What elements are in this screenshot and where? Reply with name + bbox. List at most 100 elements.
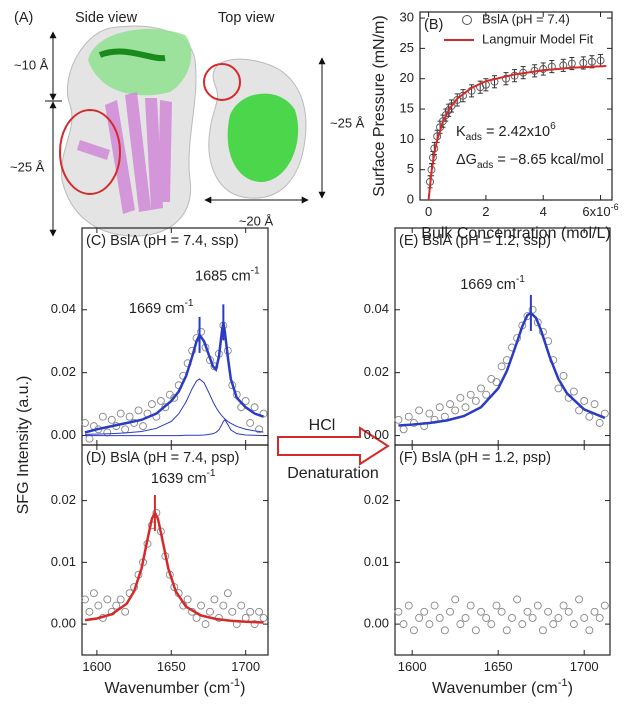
data-point [523,607,532,616]
plot-frame [81,444,269,656]
text-part: 1639 cm [151,471,207,487]
fit-line [84,378,264,435]
annotation: ΔGads = −8.65 kcal/mol [456,152,604,171]
data-point [409,626,418,635]
x-tick-label: 1650 [157,659,186,674]
x-tick-label: 1700 [570,659,599,674]
y-tick-label: 5 [407,161,414,176]
y-tick-label: 0.01 [51,554,76,569]
text-part: -1 [516,274,525,285]
panel-title: (B) [424,17,443,33]
text-part: ) [568,680,573,697]
data-point [94,601,103,610]
data-point [538,626,547,635]
data-point [435,403,444,412]
y-tick-label: 0.02 [51,364,76,379]
data-point [425,620,434,629]
data-point [192,613,201,622]
view-label: Top view [218,10,275,26]
data-point [255,425,264,434]
data-point [559,601,568,610]
text-part: 0 [425,204,432,219]
data-point [246,607,255,616]
fit-line [84,322,264,434]
data-point [482,390,491,399]
data-point [482,613,491,622]
data-point [197,601,205,610]
x-axis-label: Wavenumber (cm-1) [105,677,246,697]
data-point [477,384,485,393]
legend-marker [462,15,472,25]
data-point [399,620,408,629]
x-tick-label: 0 [425,204,432,219]
text-part: -1 [207,468,216,479]
side-view-cap [88,28,192,96]
peak-label: 1685 cm-1 [195,266,260,285]
data-point [246,419,255,427]
text-part: 1685 cm [195,268,251,284]
text-part: -6 [611,202,619,212]
data-point [569,387,578,396]
data-point [518,620,527,629]
text-part: = −8.65 kcal/mol [493,152,603,168]
data-point [139,422,147,431]
data-point [456,620,465,629]
data-point [590,400,599,409]
data-point [487,620,496,629]
data-point [134,406,143,415]
plot-frame [419,11,613,201]
data-point [147,400,156,409]
text-part: -1 [230,677,240,689]
data-point [170,393,179,402]
data-point [103,428,112,437]
y-tick-label: 0.00 [51,427,76,442]
data-point [89,589,98,598]
data-point [456,393,465,402]
text-part: 1669 cm [460,277,516,293]
data-point [116,595,125,604]
data-point [451,595,460,604]
view-label: Side view [75,10,138,26]
side-view-helix [98,48,166,62]
data-point [81,419,89,427]
data-point [471,626,480,635]
data-point [255,607,264,616]
plot-frame [394,227,611,446]
data-point [219,601,228,610]
y-tick-label: 0.00 [51,616,76,631]
data-point [125,412,134,421]
dimension-label: ~20 Å [239,213,274,228]
data-point [415,406,424,415]
arrow-label: HCl [309,417,336,434]
data-point [444,106,453,115]
data-point [237,601,246,610]
text-part: 1650 [484,659,513,674]
data-point [575,406,583,415]
plot-frame [81,227,269,446]
peak-label: 1669 cm-1 [460,274,525,293]
data-point [116,409,125,418]
data-point [528,613,537,622]
data-point [585,626,594,635]
arrow-label: Denaturation [287,465,379,482]
fit-line [84,510,264,624]
y-tick-label: 25 [400,40,414,55]
data-point [580,397,589,405]
y-tick-label: 15 [400,100,414,115]
data-point [459,91,467,100]
data-point [415,613,424,622]
x-tick-label: 1600 [82,659,111,674]
peak-label: 1639 cm-1 [151,468,216,487]
data-point [399,425,408,434]
data-point [98,412,107,421]
panel-title: (E) BslA (pH = 1.2, ssp) [399,233,551,249]
fit-line [398,311,606,427]
data-point [461,613,470,622]
text-part: Wavenumber (cm [432,680,558,697]
text-part: Wavenumber (cm [105,680,231,697]
data-point [559,371,568,380]
data-point [103,595,112,604]
data-point [466,390,475,399]
data-point [121,425,130,434]
